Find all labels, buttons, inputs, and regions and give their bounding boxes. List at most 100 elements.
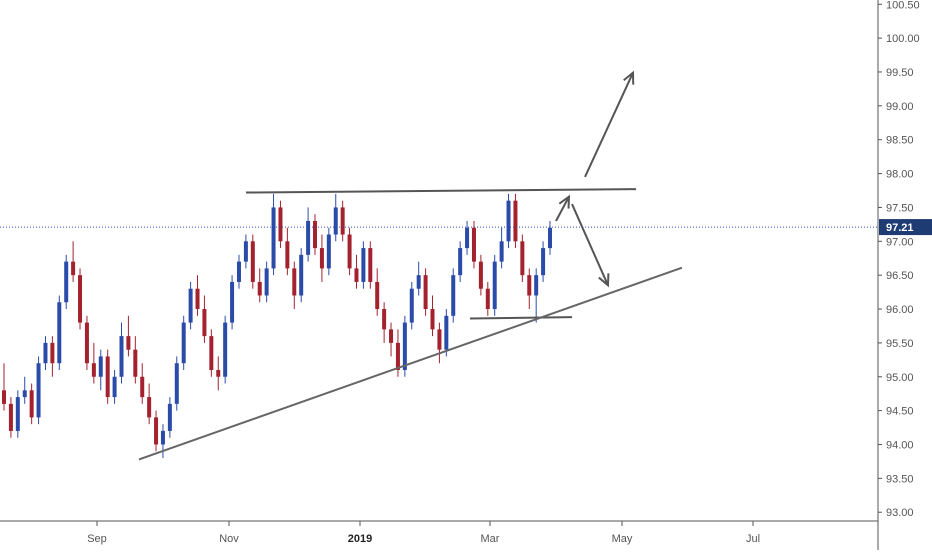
candles: [2, 193, 552, 459]
candle-body: [382, 309, 387, 330]
candle-body: [375, 281, 380, 310]
candle-body: [195, 288, 200, 310]
candle-body: [22, 390, 27, 398]
resistance-line: [245, 188, 637, 194]
candle-body: [36, 363, 41, 418]
candle-body: [340, 207, 345, 235]
candle-body: [29, 390, 34, 418]
candle-body: [8, 403, 13, 431]
candle-body: [368, 248, 373, 282]
price-tick-label: 95.50: [886, 338, 914, 350]
candle-body: [98, 356, 103, 377]
candle-body: [188, 288, 193, 323]
candle-body: [91, 363, 96, 377]
candle-body: [64, 261, 69, 303]
candle-body: [154, 417, 159, 445]
breakout-arrow: [584, 72, 634, 178]
time-axis[interactable]: Sep Nov 2019 Mar May Jul: [0, 520, 878, 545]
candle-body: [458, 248, 463, 276]
candle-body: [520, 241, 525, 276]
candle-body: [174, 363, 179, 404]
time-tick-label: Sep: [87, 533, 107, 545]
candle-body: [423, 275, 428, 310]
drawings: [0, 70, 878, 461]
candle-body: [84, 322, 89, 364]
candle-body: [78, 275, 83, 323]
candle-body: [354, 268, 359, 282]
time-tick-label: Nov: [219, 533, 239, 545]
candle-body: [548, 227, 552, 249]
last-price-box: [879, 219, 932, 236]
candle-body: [306, 220, 311, 255]
candle-body: [167, 403, 172, 431]
price-tick-label: 99.50: [886, 67, 914, 79]
candle-body: [534, 275, 539, 296]
candle-body: [285, 241, 290, 269]
candle-body: [478, 261, 483, 289]
candle-body: [292, 268, 297, 296]
rejection-arrow-head: [598, 273, 610, 288]
candle-body: [437, 329, 442, 350]
candle-body: [2, 390, 6, 404]
candle-body: [216, 369, 221, 377]
candle-body: [485, 288, 490, 310]
price-tick-label: 98.00: [886, 169, 914, 181]
price-tick-label: 94.00: [886, 439, 914, 451]
candle-body: [209, 336, 214, 370]
candle-body: [236, 261, 241, 282]
candle-body: [271, 207, 276, 269]
candle-body: [361, 248, 366, 282]
price-tick-label: 99.00: [886, 101, 914, 113]
candle-body: [492, 261, 497, 310]
price-tick-label: 96.50: [886, 270, 914, 282]
price-tick-label: 98.50: [886, 135, 914, 147]
support-trendline: [138, 266, 683, 461]
price-tick-label: 94.50: [886, 406, 914, 418]
candle-body: [202, 309, 207, 337]
candle-body: [181, 322, 186, 364]
projection-up-arrow: [555, 196, 570, 222]
time-tick-label: May: [612, 533, 633, 545]
candle-body: [57, 302, 62, 364]
candle-body: [347, 234, 352, 269]
candle-body: [140, 376, 145, 398]
candle-body: [230, 281, 235, 323]
candle-body: [444, 315, 449, 350]
price-tick-label: 100.50: [886, 0, 920, 11]
candle-body: [15, 397, 20, 431]
time-tick-label: Mar: [481, 533, 500, 545]
last-price-marker: 97.21: [879, 219, 932, 236]
price-axis[interactable]: 100.50 100.00 99.50 99.00 98.50 98.00 97.50 97.…: [877, 0, 920, 550]
candle-body: [50, 342, 55, 364]
candle-body: [513, 200, 518, 242]
candle-body: [133, 349, 138, 377]
candle-body: [43, 342, 48, 364]
candle-body: [264, 268, 269, 296]
candle-body: [313, 220, 318, 249]
candle-body: [416, 275, 421, 289]
candle-body: [119, 336, 124, 377]
price-tick-label: 93.00: [886, 507, 914, 519]
candle-body: [471, 227, 476, 262]
candle-body: [112, 376, 117, 398]
candle-body: [402, 322, 407, 370]
last-price-label: 97.21: [886, 222, 914, 234]
candle-body: [409, 288, 414, 323]
candle-body: [71, 261, 76, 276]
candle-body: [465, 227, 470, 249]
price-tick-label: 95.00: [886, 372, 914, 384]
candle-body: [319, 248, 324, 269]
candle-body: [451, 275, 456, 316]
candle-body: [257, 281, 262, 296]
price-tick-label: 97.00: [886, 236, 914, 248]
double-bottom-line: [469, 316, 573, 320]
candle-body: [326, 234, 331, 269]
candle-body: [278, 207, 283, 242]
candle-body: [223, 322, 228, 377]
price-tick-label: 96.00: [886, 304, 914, 316]
candle-body: [126, 336, 131, 350]
candle-body: [430, 309, 435, 330]
price-tick-label: 97.50: [886, 202, 914, 214]
